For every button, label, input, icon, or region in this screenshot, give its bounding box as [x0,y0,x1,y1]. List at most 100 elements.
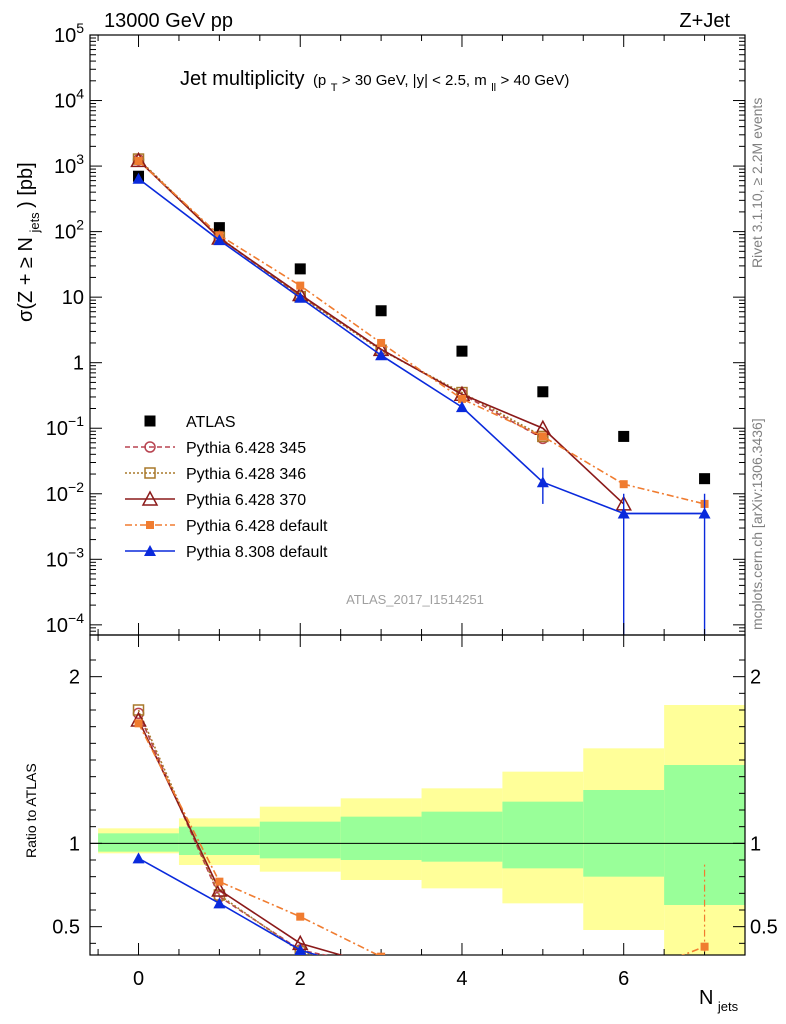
series-line-py345 [137,159,544,440]
legend-label-py_default: Pythia 6.428 default [186,518,328,535]
ratio-point-py345 [376,962,386,972]
ratio-point-py346 [376,963,386,973]
legend: ATLAS Pythia 6.428 345 Pythia 6.428 346 Pyt… [125,414,328,561]
ratio-point-py370 [211,881,228,897]
ratio-y-tick-label-right: 0.5 [750,917,778,939]
x-axis-label: N jets [699,987,739,1014]
y-tick-label: 105 [54,20,84,47]
data-point-py_default [538,432,547,441]
x-tick-label: 0 [133,968,144,990]
data-point-atlas [213,222,225,234]
data-point-atlas [456,345,468,357]
data-point-atlas [294,263,306,275]
y-tick-label: 10 [62,287,84,309]
ratio-point-py346 [132,704,145,716]
series-line-py346 [137,158,544,438]
y-tick-label: 10−2 [46,479,84,506]
title-cuts-end: > 40 GeV) [501,72,570,89]
ratio-point-py8 [132,852,145,864]
ratio-point-py370 [542,954,543,955]
mcplots-label: mcplots.cern.ch [arXiv:1306.3436] [749,418,765,630]
data-point-py8 [213,234,226,246]
series-line-py8 [138,178,705,515]
header-left: 13000 GeV pp [104,10,233,32]
data-point-py_default [457,394,466,403]
main-y-ticks: 10−4 10−3 10−2 10−1 1 10 102 103 104 105 [46,20,745,637]
band-inner-bin [421,811,503,862]
main-series [130,151,711,519]
legend-label-py346: Pythia 6.428 346 [186,466,306,483]
band-inner-bin [664,765,745,905]
y-tick-label: 102 [54,217,84,244]
band-inner-bin [259,821,341,859]
legend-label-py345: Pythia 6.428 345 [186,440,306,457]
ratio-y-tick-label-right: 1 [750,833,761,855]
ratio-y-tick-label-right: 2 [750,667,761,689]
ratio-point-py8 [537,997,549,1008]
x-tick-label: 6 [618,968,629,990]
ratio-frame [89,634,746,956]
ratio-point-py346 [538,970,548,980]
data-point-py8 [455,401,468,413]
x-ticks: 0 2 4 6 [97,35,746,990]
y-tick-label: 1 [73,353,84,375]
legend-marker-py370 [141,490,159,506]
rivet-label: Rivet 3.1.10, ≥ 2.2M events [749,98,765,268]
plot-title: Jet multiplicity (p T > 30 GeV, |y| < 2.… [180,68,569,95]
ratio-line-py8 [138,857,320,955]
ratio-uncertainty-bands [98,705,745,955]
band-inner-bin [502,801,584,869]
main-ylabel-end: ) [pb] [15,162,37,208]
data-point-py346 [537,430,549,443]
band-inner-bin [340,816,422,860]
ratio-panel: 0 2 4 6 0.5 0.5 1 1 2 2 [52,35,778,1008]
x-tick-label: 2 [295,968,306,990]
legend-marker-py8 [144,545,156,556]
title-main: Jet multiplicity [180,68,304,90]
data-point-py_default [296,281,305,290]
ratio-point-py8 [213,897,226,909]
svg-text:σ(Z + ≥ N jets ) [: σ(Z + ≥ N jets ) [pb] [15,162,43,322]
main-panel: 10−4 10−3 10−2 10−1 1 10 102 103 104 105 ATLAS Pyth… [46,20,746,637]
title-cuts-sub: T [331,82,338,94]
legend-marker-py346 [144,467,156,479]
legend-label-atlas: ATLAS [186,414,236,431]
legend-label-py370: Pythia 6.428 370 [186,492,306,509]
title-cuts: (p [313,72,326,89]
ratio-y-tick-label: 2 [69,667,80,689]
data-point-py_default [377,338,386,347]
ratio-y-tick-label: 0.5 [52,917,80,939]
svg-text:Jet multiplicity (p: Jet multiplicity (p T > 30 GeV, |y| < 2.… [180,68,569,95]
ratio-point-py8 [375,969,387,980]
legend-label-py8: Pythia 8.308 default [186,544,328,561]
data-point-py_default [619,480,628,489]
ratio-point-py_default [296,912,305,921]
data-point-atlas [537,386,549,398]
data-point-atlas [375,305,387,317]
y-tick-label: 10−3 [46,544,84,571]
xlabel: N [699,987,713,1009]
xlabel-sub: jets [717,999,739,1014]
svg-text:N jets: N jets [699,987,739,1014]
ratio-point-py_default [377,952,386,955]
title-cuts-sub2: ll [491,82,496,94]
main-y-axis-label: σ(Z + ≥ N jets ) [pb] [15,162,43,322]
y-tick-label: 10−1 [46,413,84,440]
ratio-point-py_default [215,877,224,886]
legend-marker-py345 [144,441,156,453]
data-point-py_default [134,156,143,165]
data-point-py8 [132,172,145,184]
data-point-py8 [375,349,388,361]
ratio-y-axis-label: Ratio to ATLAS [23,763,39,858]
header-right: Z+Jet [679,10,730,32]
ratio-y-ticks: 0.5 0.5 1 1 2 2 [52,659,778,944]
ratio-point-py345 [538,973,548,983]
band-inner-bin [583,790,665,877]
title-cuts-rest: > 30 GeV, |y| < 2.5, m [342,72,487,89]
y-tick-label: 104 [54,86,84,113]
x-tick-label: 4 [456,968,467,990]
ratio-line-py370 [137,719,344,955]
ratio-series [130,704,709,1008]
ratio-point-py_default [134,719,143,728]
